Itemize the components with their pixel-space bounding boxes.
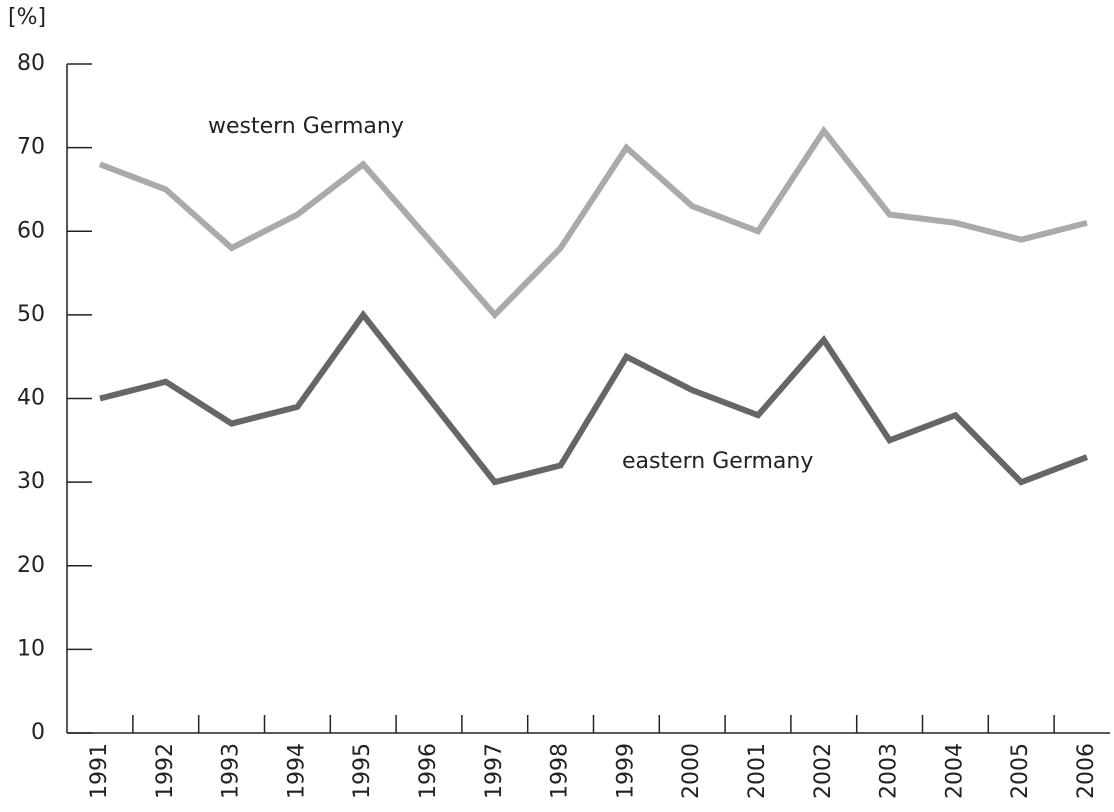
series-label: western Germany	[208, 114, 404, 139]
x-tick-label: 1994	[284, 743, 309, 799]
y-tick-label: 30	[17, 469, 45, 494]
y-tick-label: 40	[17, 386, 45, 411]
x-tick-label: 2006	[1074, 743, 1099, 799]
x-tick-label: 2002	[811, 743, 836, 799]
x-tick-label: 1993	[219, 743, 244, 799]
y-tick-label: 70	[17, 135, 45, 160]
y-tick-label: 80	[17, 51, 45, 76]
x-tick-label: 1996	[416, 743, 441, 799]
x-tick-label: 2001	[745, 743, 770, 799]
x-tick-label: 1998	[548, 743, 573, 799]
series-label: eastern Germany	[622, 449, 813, 474]
x-tick-label: 1999	[613, 743, 638, 799]
series-line	[99, 309, 1089, 486]
y-tick-label: 20	[17, 553, 45, 578]
x-tick-label: 2004	[942, 743, 967, 799]
x-tick-label: 1992	[153, 743, 178, 799]
x-tick-label: 1991	[87, 743, 112, 799]
x-tick-label: 2003	[877, 743, 902, 799]
x-tick-label: 2005	[1008, 743, 1033, 799]
x-tick-label: 2000	[679, 743, 704, 799]
y-tick-label: 50	[17, 302, 45, 327]
y-tick-label: 0	[31, 720, 45, 745]
y-tick-label: 10	[17, 636, 45, 661]
y-tick-label: 60	[17, 218, 45, 243]
y-axis-label: [%]	[8, 5, 46, 30]
x-tick-label: 1995	[350, 743, 375, 799]
x-tick-label: 1997	[482, 743, 507, 799]
series-line	[98, 125, 1088, 320]
